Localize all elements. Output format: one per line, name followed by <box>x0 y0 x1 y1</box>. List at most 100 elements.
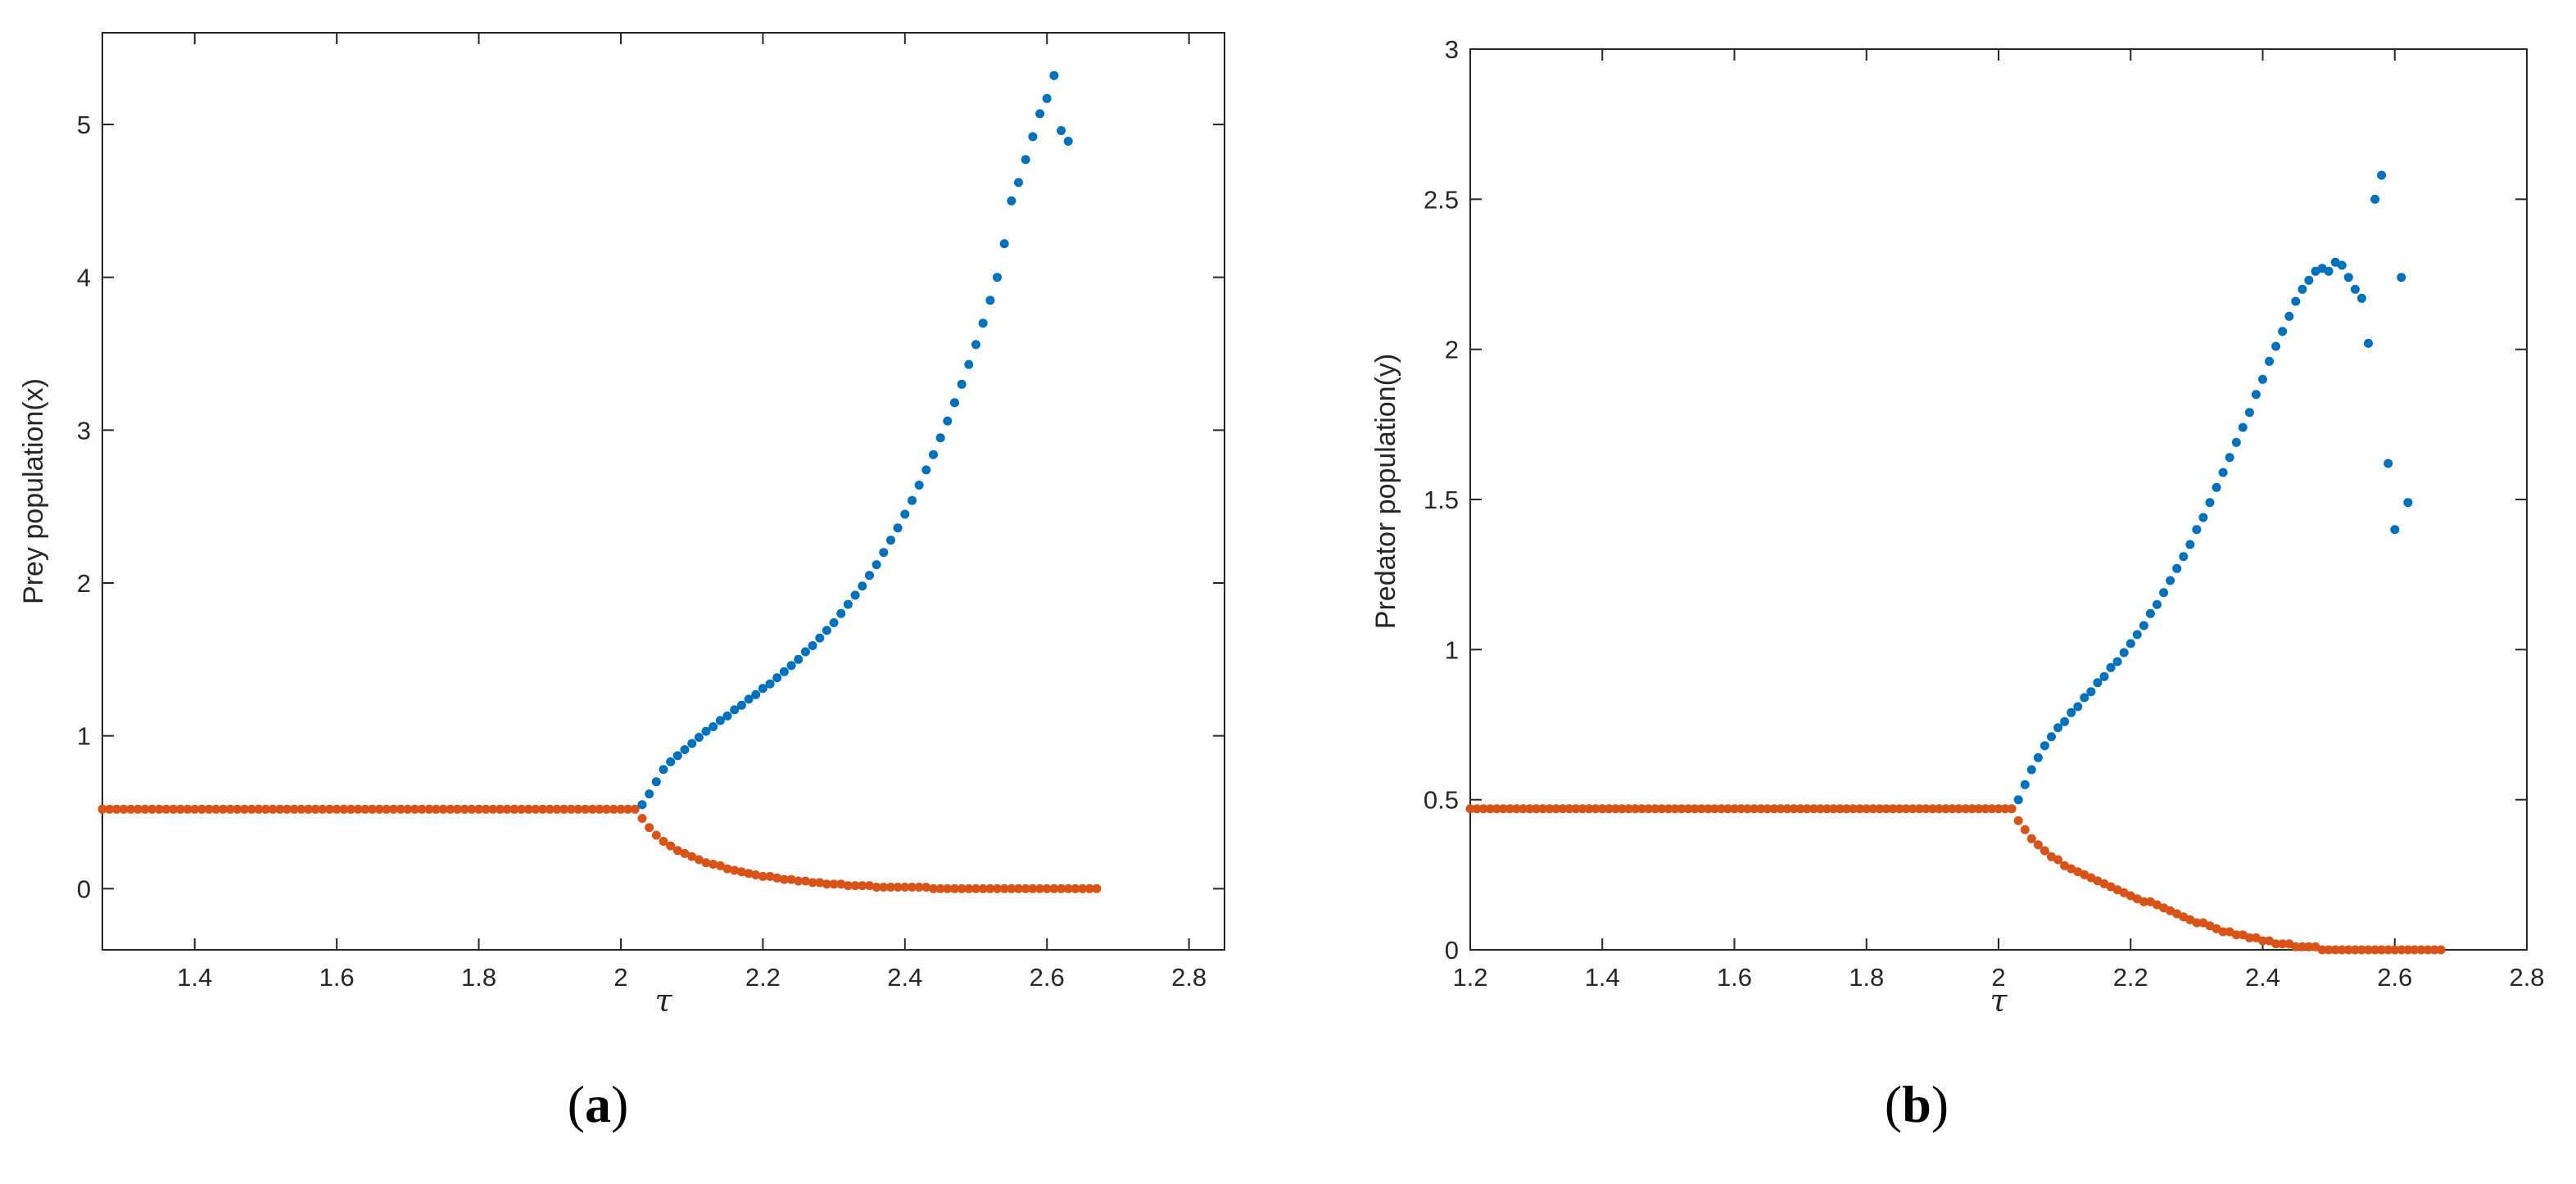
panel-a-series-1-point-134 <box>1049 883 1059 893</box>
panel-b-series-1-point-147 <box>2436 945 2446 955</box>
panel-a-caption: (a) <box>516 1074 680 1135</box>
panel-a-series-1-point-120 <box>950 883 959 893</box>
panel-a-series-1-point-16 <box>211 804 221 814</box>
panel-b-caption-close: ) <box>1931 1075 1949 1133</box>
panel-b-series-1-point-46 <box>1769 804 1779 814</box>
panel-b-series-0-point-17 <box>2126 639 2135 648</box>
panel-b-series-1-point-53 <box>1815 804 1825 814</box>
panel-b-series-0-point-47 <box>2324 266 2334 276</box>
panel-a-series-1-point-132 <box>1035 883 1045 893</box>
panel-a-series-0-point-34 <box>879 548 889 558</box>
panel-b-series-1-point-20 <box>1597 804 1607 814</box>
panel-a-series-1-point-138 <box>1078 883 1088 893</box>
panel-b-series-1-point-13 <box>1551 804 1561 814</box>
panel-a-series-1-point-94 <box>765 871 775 881</box>
panel-a-series-1-point-53 <box>474 804 484 814</box>
panel-b-series-1-point-110 <box>2192 918 2202 928</box>
panel-b-series-1-point-36 <box>1703 804 1713 814</box>
panel-a-series-1-point-51 <box>460 804 469 814</box>
panel-a-series-1-point-111 <box>886 883 895 892</box>
panel-a-y-tick-label-5: 5 <box>77 111 91 139</box>
panel-a-series-1-point-101 <box>815 878 825 888</box>
panel-a-series-0-point-23 <box>800 647 810 657</box>
panel-b-series-1-point-81 <box>2000 804 2010 814</box>
panel-a-series-0-point-46 <box>964 359 974 369</box>
panel-b-series-0-point-23 <box>2166 576 2175 585</box>
panel-a-series-1-point-11 <box>175 804 185 814</box>
panel-b-series-1-point-140 <box>2390 945 2400 955</box>
panel-a-series-1-point-80 <box>666 841 676 851</box>
panel-b-series-0-point-44 <box>2304 275 2314 285</box>
panel-a-x-tick-label-5: 2.4 <box>887 963 922 992</box>
panel-b-series-1-point-61 <box>1868 804 1878 814</box>
panel-a-series-1-point-26 <box>282 804 292 814</box>
panel-b-series-1-point-69 <box>1921 804 1931 814</box>
panel-b-series-1-point-78 <box>1981 804 1990 814</box>
panel-a-series-1-point-82 <box>680 848 690 858</box>
panel-a-plot: 1.4 1.6 1.8 2 2.2 2.4 2.6 2.8 0 1 2 3 4 5 τ Prey popu… <box>18 32 1225 1019</box>
panel-a-series-1-point-87 <box>715 861 725 870</box>
panel-b-series-1-point-7 <box>1511 804 1521 814</box>
panel-a-series-1-point-110 <box>879 883 889 892</box>
panel-b-series-1-point-66 <box>1901 804 1911 814</box>
panel-a-series-0-point-39 <box>914 481 924 490</box>
panel-b-series-0-point-35 <box>2244 408 2254 418</box>
panel-a-series-0-point-4 <box>666 757 676 766</box>
panel-a-series-1-point-78 <box>651 830 661 840</box>
panel-a-x-tick-label-3: 2 <box>613 963 627 992</box>
panel-a-series-0-point-24 <box>808 641 817 650</box>
panel-a-series-1-point-18 <box>225 804 235 814</box>
panel-a-series-1-point-2 <box>111 804 121 814</box>
panel-b-series-0-point-19 <box>2139 621 2148 630</box>
panel-a-series-1-point-17 <box>218 804 228 814</box>
panel-a-series-1-point-8 <box>154 804 164 814</box>
panel-b-marks <box>1465 170 2446 955</box>
panel-b-series-0-point-50 <box>2343 273 2353 282</box>
panel-b-series-1-point-77 <box>1974 804 1984 814</box>
panel-a-series-1-point-32 <box>325 804 334 814</box>
panel-a-series-0-point-51 <box>999 239 1009 249</box>
panel-b-series-1-point-133 <box>2343 945 2353 955</box>
panel-a-series-1-point-59 <box>517 804 527 814</box>
panel-b-series-0-point-22 <box>2159 588 2169 598</box>
panel-a-series-0-point-47 <box>971 340 980 350</box>
panel-b-series-1-point-50 <box>1795 804 1805 814</box>
panel-b-series-0-point-58 <box>2397 273 2406 282</box>
panel-b-series-0-point-24 <box>2172 563 2182 573</box>
panel-a-series-1-point-55 <box>488 804 498 814</box>
panel-b-series-1-point-4 <box>1492 804 1501 814</box>
panel-a-series-1-point-93 <box>758 871 767 881</box>
panel-a-series-1-point-54 <box>481 804 491 814</box>
panel-b-x-tick-label-6: 2.4 <box>2245 963 2280 992</box>
panel-a-series-1-point-105 <box>843 881 853 891</box>
panel-a-series-1-point-103 <box>829 879 839 889</box>
panel-a-series-0-point-18 <box>765 679 775 689</box>
panel-b-series-0-point-41 <box>2284 311 2294 321</box>
panel-a-series-1-point-14 <box>197 804 206 814</box>
panel-a-x-tick-label-2: 1.8 <box>461 963 496 992</box>
panel-b-x-tick-label-7: 2.6 <box>2377 963 2412 992</box>
panel-a-series-1-point-43 <box>403 804 413 814</box>
panel-b-series-1-point-38 <box>1716 804 1726 814</box>
panel-a-series-1-point-135 <box>1057 883 1066 893</box>
panel-a-series-0-point-31 <box>858 581 867 591</box>
panel-b-x-tick-label-8: 2.8 <box>2509 963 2544 992</box>
panel-a-series-0-point-15 <box>744 694 754 704</box>
panel-b-y-tick-label-3: 1.5 <box>1424 486 1459 514</box>
panel-a-series-0-point-7 <box>687 739 697 748</box>
panel-a-series-1-point-117 <box>929 883 938 893</box>
panel-a-series-1-point-96 <box>779 874 789 884</box>
panel-b-series-1-point-137 <box>2370 945 2380 955</box>
panel-a-y-tick-label-4: 4 <box>77 264 91 292</box>
panel-a-caption-letter: a <box>585 1075 611 1133</box>
panel-b-series-1-point-37 <box>1709 804 1719 814</box>
panel-b-series-1-point-43 <box>1750 804 1759 814</box>
panel-a-series-1-point-66 <box>566 804 576 814</box>
panel-b-series-0-point-2 <box>2026 765 2036 775</box>
panel-a-series-1-point-112 <box>893 883 903 892</box>
panel-b-series-1-point-35 <box>1696 804 1706 814</box>
panel-b-series-1-point-47 <box>1776 804 1786 814</box>
panel-b-series-1-point-30 <box>1664 804 1673 814</box>
panel-a-series-1-point-0 <box>97 804 107 814</box>
panel-a-series-0-point-0 <box>637 800 647 810</box>
